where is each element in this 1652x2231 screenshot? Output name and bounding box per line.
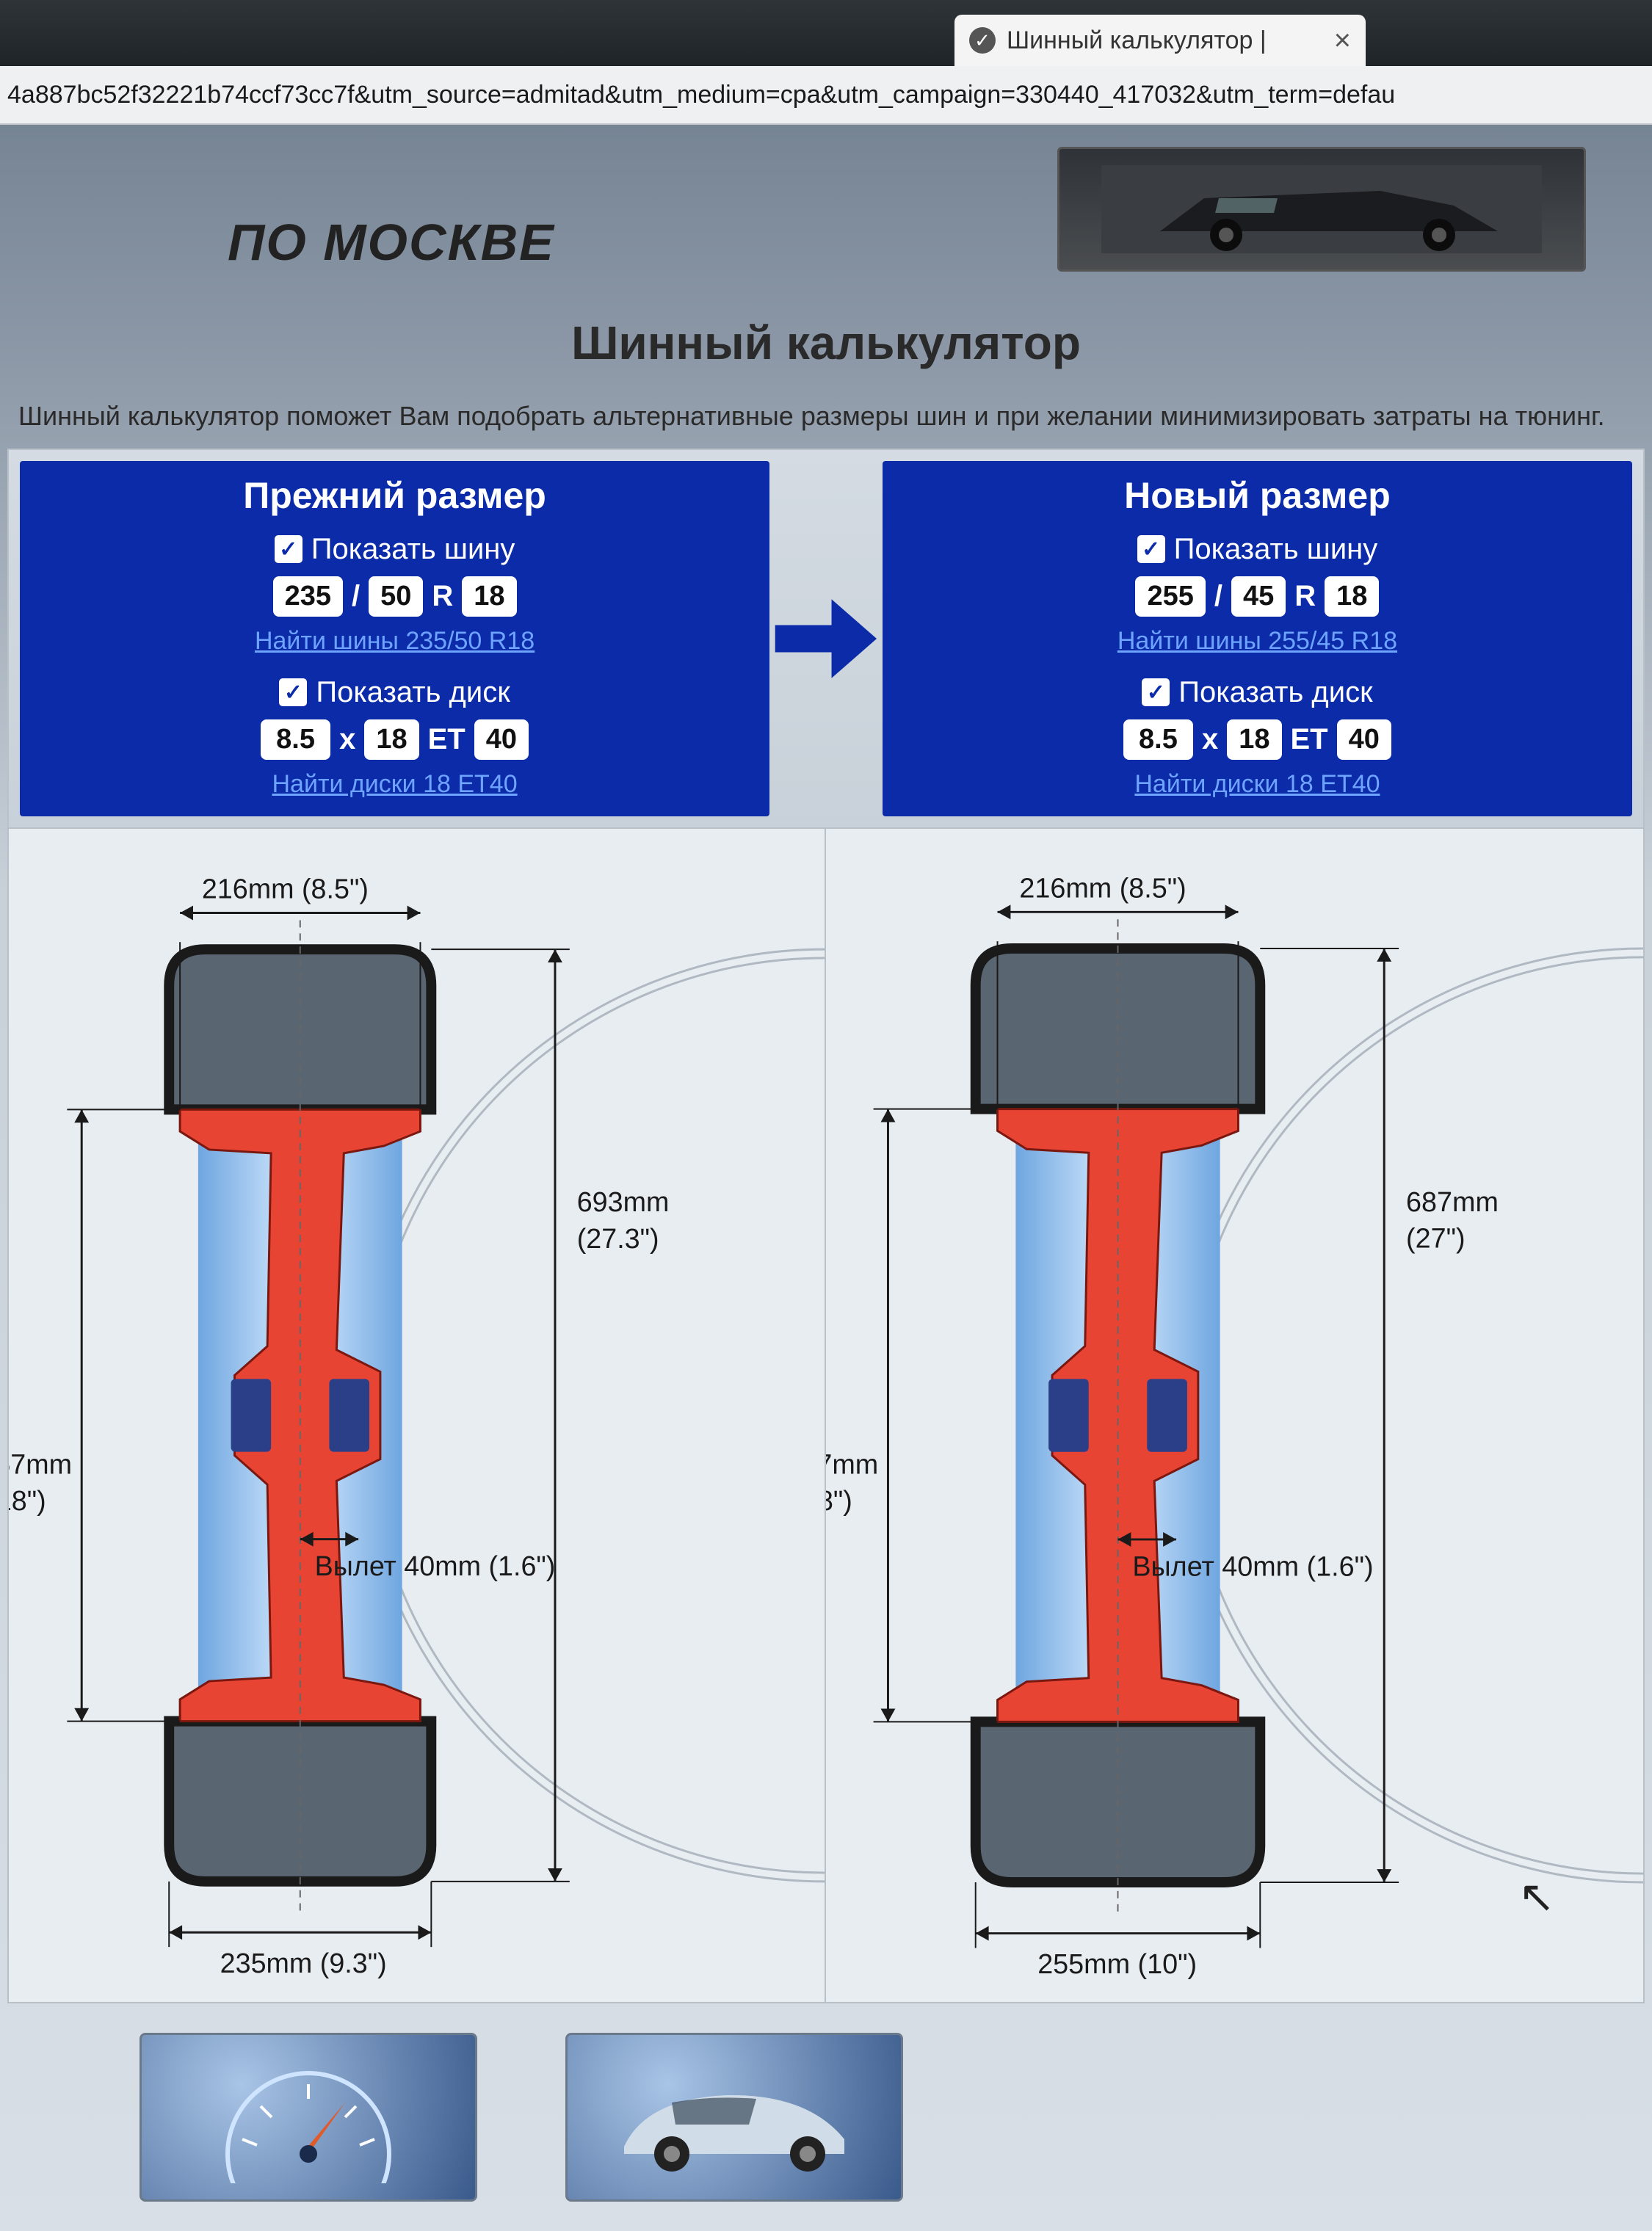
old-show-disk-label: Показать диск bbox=[316, 676, 510, 709]
new-size-panel: Новый размер ✓ Показать шину 255 / 45 R … bbox=[883, 461, 1632, 816]
tab-close-icon[interactable]: × bbox=[1334, 24, 1351, 57]
browser-tab[interactable]: ✓ Шинный калькулятор | × bbox=[954, 15, 1366, 66]
tab-title: Шинный калькулятор | bbox=[1007, 26, 1267, 55]
mouse-cursor-icon: ↖ bbox=[1518, 1871, 1555, 1923]
svg-text:216mm (8.5"): 216mm (8.5") bbox=[202, 874, 369, 904]
svg-text:216mm (8.5"): 216mm (8.5") bbox=[1019, 873, 1186, 904]
svg-text:255mm (10"): 255mm (10") bbox=[1037, 1949, 1197, 1980]
new-disk-et[interactable]: 40 bbox=[1337, 719, 1391, 760]
new-tire-diagram: 216mm (8.5") 687mm (27") 457mm (18") Вылет… bbox=[826, 829, 1643, 2002]
old-find-tires-link[interactable]: Найти шины 235/50 R18 bbox=[27, 627, 762, 656]
new-show-disk-checkbox[interactable]: ✓ bbox=[1142, 678, 1170, 706]
tab-favicon-check-icon: ✓ bbox=[969, 27, 996, 54]
old-tire-width[interactable]: 235 bbox=[273, 576, 343, 617]
new-disk-width[interactable]: 8.5 bbox=[1123, 719, 1193, 760]
speedometer-thumb[interactable] bbox=[140, 2033, 477, 2202]
slash: / bbox=[352, 580, 360, 613]
browser-tabbar: ✓ Шинный калькулятор | × bbox=[0, 0, 1652, 66]
r-label: R bbox=[432, 580, 453, 613]
new-disk-inputs: 8.5 x 18 ET 40 bbox=[890, 719, 1625, 760]
et-label: ET bbox=[428, 723, 465, 756]
old-tire-diagram: 216mm (8.5") 693mm (27.3") 457mm (18") Выл… bbox=[9, 829, 826, 2002]
new-disk-diam[interactable]: 18 bbox=[1227, 719, 1281, 760]
old-show-tire-label: Показать шину bbox=[311, 533, 515, 566]
new-tire-inputs: 255 / 45 R 18 bbox=[890, 576, 1625, 617]
et-label: ET bbox=[1291, 723, 1328, 756]
old-tire-rim[interactable]: 18 bbox=[462, 576, 516, 617]
new-tire-width[interactable]: 255 bbox=[1135, 576, 1205, 617]
svg-text:235mm (9.3"): 235mm (9.3") bbox=[220, 1948, 387, 1978]
new-find-disks-link[interactable]: Найти диски 18 ET40 bbox=[890, 770, 1625, 799]
svg-text:687mm: 687mm bbox=[1406, 1187, 1499, 1218]
tire-diagrams: 216mm (8.5") 693mm (27.3") 457mm (18") Выл… bbox=[7, 829, 1645, 2003]
top-banner-row: ПО МОСКВЕ bbox=[7, 147, 1645, 279]
page-intro: Шинный калькулятор поможет Вам подобрать… bbox=[7, 399, 1645, 449]
new-heading: Новый размер bbox=[890, 474, 1625, 517]
svg-text:(27.3"): (27.3") bbox=[577, 1223, 659, 1254]
old-tire-inputs: 235 / 50 R 18 bbox=[27, 576, 762, 617]
old-disk-diam[interactable]: 18 bbox=[364, 719, 419, 760]
x-label: x bbox=[1202, 723, 1218, 756]
old-disk-width[interactable]: 8.5 bbox=[261, 719, 330, 760]
url-text: 4a887bc52f32221b74ccf73cc7f&utm_source=a… bbox=[7, 81, 1395, 109]
banner-car-image bbox=[1057, 147, 1586, 272]
old-disk-inputs: 8.5 x 18 ET 40 bbox=[27, 719, 762, 760]
new-show-disk-label: Показать диск bbox=[1178, 676, 1372, 709]
page-title: Шинный калькулятор bbox=[7, 316, 1645, 370]
footer-thumbnails bbox=[7, 2003, 1645, 2231]
car-thumb[interactable] bbox=[565, 2033, 903, 2202]
old-tire-profile[interactable]: 50 bbox=[369, 576, 423, 617]
svg-text:457mm: 457mm bbox=[9, 1448, 72, 1479]
svg-text:Вылет 40mm (1.6"): Вылет 40mm (1.6") bbox=[315, 1550, 556, 1581]
x-label: x bbox=[339, 723, 355, 756]
svg-text:(18"): (18") bbox=[9, 1485, 46, 1516]
new-tire-rim[interactable]: 18 bbox=[1325, 576, 1379, 617]
new-show-tire-checkbox[interactable]: ✓ bbox=[1137, 535, 1165, 563]
old-show-tire-checkbox[interactable]: ✓ bbox=[275, 535, 302, 563]
new-tire-profile[interactable]: 45 bbox=[1231, 576, 1286, 617]
old-size-panel: Прежний размер ✓ Показать шину 235 / 50 … bbox=[20, 461, 769, 816]
new-show-tire-label: Показать шину bbox=[1174, 533, 1378, 566]
arrow-icon bbox=[769, 461, 883, 816]
old-show-disk-checkbox[interactable]: ✓ bbox=[279, 678, 307, 706]
address-bar[interactable]: 4a887bc52f32221b74ccf73cc7f&utm_source=a… bbox=[0, 66, 1652, 125]
r-label: R bbox=[1294, 580, 1316, 613]
old-disk-et[interactable]: 40 bbox=[474, 719, 529, 760]
svg-text:Вылет 40mm (1.6"): Вылет 40mm (1.6") bbox=[1132, 1551, 1373, 1582]
old-find-disks-link[interactable]: Найти диски 18 ET40 bbox=[27, 770, 762, 799]
old-heading: Прежний размер bbox=[27, 474, 762, 517]
svg-text:(18"): (18") bbox=[826, 1486, 852, 1517]
banner-headline: ПО МОСКВЕ bbox=[228, 213, 555, 272]
new-find-tires-link[interactable]: Найти шины 255/45 R18 bbox=[890, 627, 1625, 656]
svg-text:(27"): (27") bbox=[1406, 1223, 1466, 1254]
size-panels: Прежний размер ✓ Показать шину 235 / 50 … bbox=[7, 449, 1645, 829]
svg-text:693mm: 693mm bbox=[577, 1186, 670, 1217]
svg-text:457mm: 457mm bbox=[826, 1449, 878, 1480]
slash: / bbox=[1214, 580, 1222, 613]
